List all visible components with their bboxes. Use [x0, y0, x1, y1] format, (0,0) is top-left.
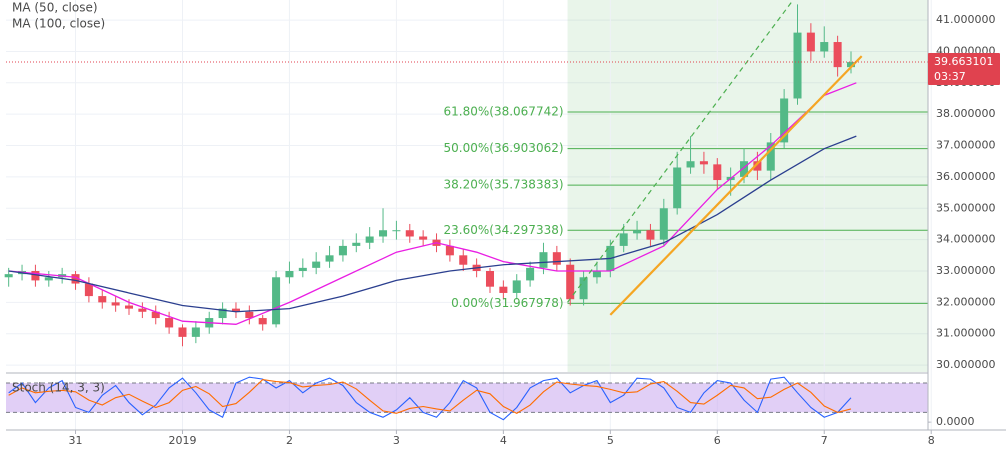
x-tick-label: 2019 [168, 434, 196, 447]
candle-body [98, 296, 107, 303]
y-tick-label: 37.000000 [936, 139, 996, 152]
legend-entry: MA (100, close) [12, 17, 105, 31]
x-tick-label: 31 [69, 434, 83, 447]
candle-body [526, 267, 535, 281]
candle-body [485, 271, 495, 287]
candle-body [833, 42, 842, 68]
candle-body [285, 271, 294, 278]
candle-body [820, 42, 829, 52]
fib-zone [567, 0, 928, 372]
stoch-line [8, 376, 852, 421]
candle-body [579, 277, 588, 300]
candle-body [218, 308, 227, 319]
candle-body [165, 318, 174, 328]
candle-body [512, 280, 521, 293]
candle-body [499, 286, 508, 293]
y-tick-label: 30.000000 [936, 358, 996, 371]
candle-body [646, 230, 655, 240]
moving-average [8, 82, 857, 325]
candle-body [272, 277, 281, 325]
last-price-box [928, 53, 1000, 86]
y-tick-label: 36.000000 [936, 170, 996, 183]
y-tick-label: 35.000000 [936, 201, 996, 214]
candle-body [31, 271, 40, 281]
candle-body [419, 236, 428, 240]
candle-body [151, 311, 160, 319]
candle-body [766, 142, 775, 171]
fib-label: 50.00%(36.903062) [444, 141, 564, 155]
x-tick-label: 6 [714, 434, 721, 447]
candle-body [4, 274, 13, 278]
candle-body [566, 264, 575, 300]
candle-body [713, 164, 722, 181]
candle-body [298, 267, 307, 272]
x-tick-label: 2 [286, 434, 293, 447]
plot-layer [4, 0, 928, 421]
y-tick-label: 38.000000 [936, 107, 996, 120]
countdown-label: 03:37 [934, 70, 966, 83]
candle-body [352, 242, 361, 246]
y-tick-label: 34.000000 [936, 233, 996, 246]
candle-body [780, 98, 789, 143]
candle-body [539, 252, 548, 268]
candle-body [552, 252, 561, 265]
fib-label: 23.60%(34.297338) [444, 223, 564, 237]
candle-body [138, 308, 147, 312]
x-tick-label: 5 [607, 434, 614, 447]
candle-body [71, 274, 80, 284]
candle-body [846, 62, 855, 68]
y-tick-label: 33.000000 [936, 264, 996, 277]
y-tick-label: 32.000000 [936, 295, 996, 308]
fib-label: 61.80%(38.067742) [444, 105, 564, 119]
candle-body [405, 230, 414, 237]
fib-label: 0.00%(31.967978) [451, 296, 563, 310]
candle-body [659, 208, 668, 240]
x-tick-label: 3 [393, 434, 400, 447]
x-tick-label: 7 [821, 434, 828, 447]
indicator-title: Stoch (14, 3, 3) [12, 381, 105, 395]
candle-body [84, 283, 93, 297]
candle-body [379, 230, 388, 237]
candle-body [740, 161, 749, 177]
candle-body [619, 233, 628, 246]
x-tick-label: 4 [500, 434, 507, 447]
fib-label: 38.20%(35.738383) [444, 178, 564, 192]
candle-body [633, 230, 642, 234]
candle-body [338, 245, 347, 256]
y-tick-label: 31.000000 [936, 327, 996, 340]
last-price-label: 39.663101 [934, 55, 994, 68]
candle-body [191, 327, 200, 337]
candle-body [325, 255, 334, 262]
legend-entry: MA (50, close) [12, 1, 98, 15]
candle-body [392, 230, 401, 232]
candle-body [178, 327, 187, 337]
candle-body [124, 305, 134, 309]
stoch-line [8, 379, 852, 414]
moving-average [8, 135, 857, 313]
candle-body [806, 32, 815, 52]
candle-body [258, 318, 267, 325]
candle-body [699, 161, 708, 165]
y-tick-label: 0.0000 [936, 415, 975, 428]
y-tick-label: 41.000000 [936, 13, 996, 26]
candle-body [753, 161, 762, 171]
trendline [609, 55, 863, 316]
candle-body [592, 271, 601, 278]
candle-body [231, 308, 240, 312]
x-tick-label: 8 [928, 434, 935, 447]
candle-body [673, 167, 682, 209]
candle-body [459, 255, 468, 265]
candle-body [793, 32, 802, 99]
candle-body [312, 261, 321, 268]
candle-body [111, 302, 120, 306]
candle-body [686, 161, 695, 168]
candle-body [445, 245, 454, 256]
candle-body [44, 277, 53, 281]
candle-body [365, 236, 374, 243]
candle-body [245, 311, 254, 319]
label-layer: 30.000000 31.000000 32.000000 33.000000 34.0… [12, 1, 1000, 447]
